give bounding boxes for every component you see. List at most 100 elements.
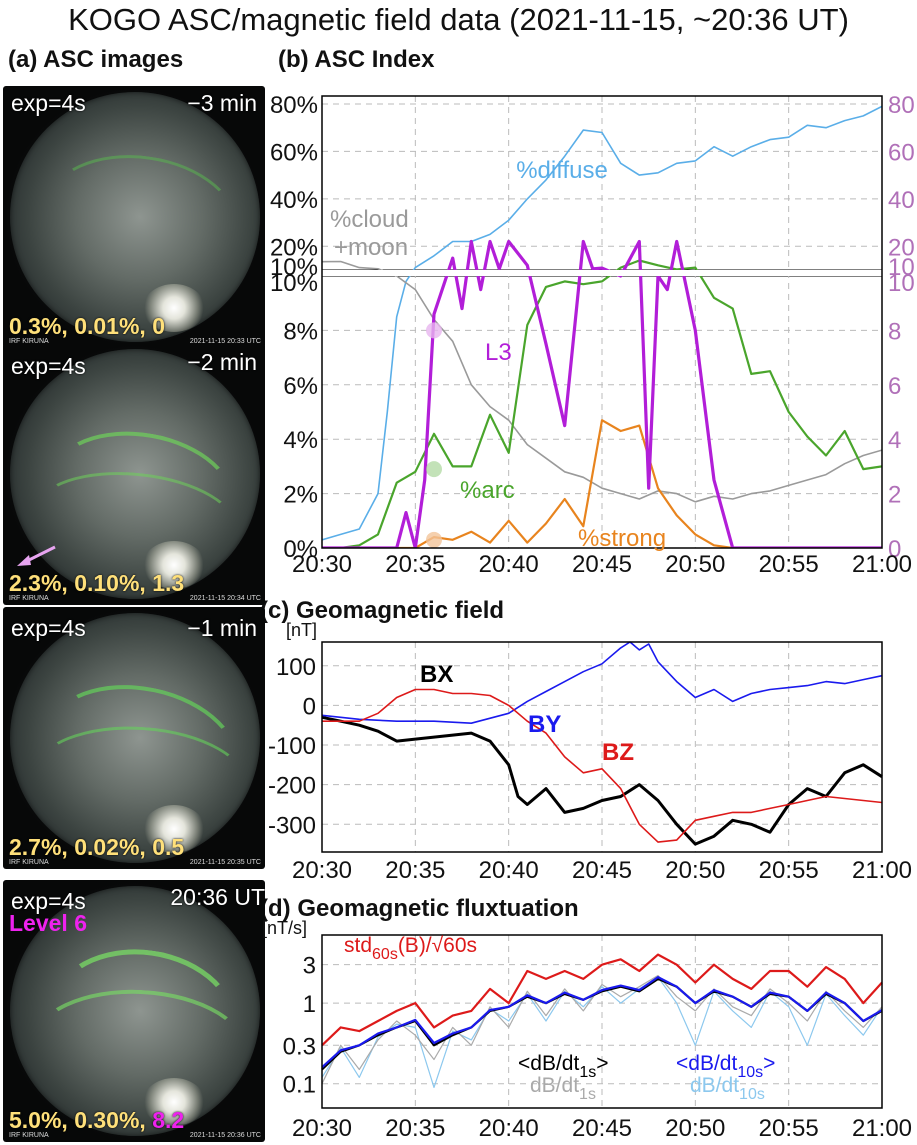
plot-frame — [321, 934, 883, 1109]
series-label-dbdt1s-avg-tail: > — [596, 1052, 608, 1075]
series-label-strong: %strong — [578, 525, 666, 552]
x-tick-label: 20:50 — [665, 1115, 725, 1142]
x-tick-label: 21:00 — [852, 1115, 912, 1142]
series-line-bx — [321, 715, 883, 846]
y-tick-label: 3 — [303, 953, 316, 980]
y-tick-label: -300 — [268, 812, 316, 839]
series-line-diffuse — [412, 105, 882, 270]
series-line-bz — [322, 688, 883, 843]
page-title: KOGO ASC/magnetic field data (2021-11-15… — [68, 2, 849, 37]
x-tick-label: 20:30 — [292, 551, 352, 578]
x-tick-label: 20:40 — [479, 857, 539, 884]
series-line-strong — [322, 419, 882, 548]
image-footer: IRF KIRUNA 2021-11-15 20:34 UTC — [9, 595, 261, 602]
footer-timestamp: 2021-11-15 20:35 UTC — [189, 859, 261, 866]
series-line-l3 — [322, 276, 882, 548]
series-label-cloud: %cloud — [330, 206, 409, 233]
series-label-dbdt10s-sub: 10s — [739, 1086, 765, 1103]
y-tick-label-left: 10% — [270, 254, 318, 281]
y-axis-unit-label: [nT/s] — [262, 920, 307, 938]
all-sky-disc — [10, 613, 260, 863]
y-tick-label-right: 8 — [888, 318, 901, 345]
series-label-dbdt1s-main: dB/dt — [530, 1074, 579, 1097]
y-tick-label-left: 8% — [283, 318, 318, 345]
y-tick-label: -200 — [268, 773, 316, 800]
series-label-std60s-sub: 60s — [372, 946, 398, 963]
asc-values: 0.3%, 0.01%, 0 — [9, 313, 165, 339]
axis-ticks: [nT] 100 0 -100 -200 -300 20:30 20:35 20:40 20:45… — [268, 622, 912, 884]
series-labels: %diffuse %cloud+moon L3 %arc %strong — [330, 157, 666, 552]
series-line-diffuse — [322, 276, 411, 541]
time-label: 20:36 UT — [170, 884, 265, 910]
image-footer: IRF KIRUNA 2021-11-15 20:33 UTC — [9, 338, 261, 345]
relative-time-label: −1 min — [187, 615, 257, 641]
y-tick-label-left: 20% — [270, 234, 318, 261]
series-label-dbdt10s-avg-tail: > — [763, 1052, 775, 1075]
series-label-dbdt10s-avg-main: <dB/dt — [676, 1052, 737, 1075]
image-footer: IRF KIRUNA 2021-11-15 20:36 UTC — [9, 1132, 261, 1139]
series-labels: BX BY BZ — [420, 661, 634, 766]
series-label-dbdt1s: dB/dt1s — [530, 1074, 596, 1103]
section-label-geomagnetic-fluctuation: (d) Geomagnetic fluxtuation — [260, 895, 579, 922]
y-tick-label-right: 60 — [888, 139, 915, 166]
exposure-label: exp=4s — [11, 353, 86, 379]
y-tick-label-right: 4 — [888, 427, 901, 454]
footer-timestamp: 2021-11-15 20:36 UTC — [189, 1132, 261, 1139]
series-group — [321, 641, 883, 846]
series-line-cloud-moon — [394, 276, 882, 503]
y-tick-label: 1 — [303, 991, 316, 1018]
series-label-std60s: std60s(B)/√60s — [344, 934, 477, 963]
highlight-marker — [426, 461, 442, 478]
asc-image-minus-1min: exp=4s −1 min 2.7%, 0.02%, 0.5 IRF KIRUN… — [3, 607, 265, 869]
y-tick-label: 100 — [276, 654, 316, 681]
x-tick-label: 20:55 — [759, 857, 819, 884]
asc-values-level: 8.2 — [152, 1107, 185, 1133]
y-tick-label-left: 80% — [270, 92, 318, 119]
all-sky-disc — [10, 92, 260, 342]
y-tick-label-right: 10 — [888, 254, 915, 281]
geomagnetic-fluctuation-chart: [nT/s] 3 1 0.3 0.1 20:30 20:35 20:40 20:45 20:50 2… — [262, 920, 912, 1142]
y-tick-label-left: 6% — [283, 373, 318, 400]
x-tick-label: 20:45 — [572, 551, 632, 578]
x-tick-label: 20:50 — [665, 551, 725, 578]
series-line-l3 — [447, 239, 685, 270]
arrow-icon — [17, 545, 56, 566]
footer-station: IRF KIRUNA — [9, 338, 49, 345]
x-tick-label: 20:45 — [572, 857, 632, 884]
y-tick-label: 0 — [303, 693, 316, 720]
exposure-label: exp=4s — [11, 615, 86, 641]
asc-values: 2.3%, 0.10%, 1.3 — [9, 570, 185, 596]
grid — [322, 935, 882, 1108]
geomagnetic-field-chart: [nT] 100 0 -100 -200 -300 20:30 20:35 20:40 20:45… — [268, 622, 912, 884]
series-label-dbdt10s: dB/dt10s — [690, 1074, 765, 1103]
series-line-std60s — [321, 953, 883, 1047]
section-label-asc-images: (a) ASC images — [8, 46, 184, 73]
x-tick-label: 20:40 — [479, 1115, 539, 1142]
grid — [322, 642, 882, 852]
footer-station: IRF KIRUNA — [9, 595, 49, 602]
y-tick-label-left: 4% — [283, 427, 318, 454]
series-label-bx: BX — [420, 661, 453, 688]
series-label-std60s-tail: (B)/√60s — [398, 934, 477, 957]
y-tick-label-left: 40% — [270, 187, 318, 214]
series-line-by — [321, 641, 883, 724]
series-label-arc: %arc — [460, 477, 515, 504]
y-tick-label-left: 60% — [270, 139, 318, 166]
y-tick-label-right: 40 — [888, 187, 915, 214]
moon-glow — [143, 805, 205, 853]
series-labels: std60s(B)/√60s <dB/dt1s>dB/dt1s <dB/dt10s >… — [344, 934, 775, 1103]
series-label-dbdt1s-avg: <dB/dt1s> — [518, 1052, 608, 1081]
series-line-dbdt10s-avg — [321, 975, 883, 1069]
series-line-dbdt1s — [321, 974, 883, 1084]
all-sky-disc — [10, 349, 260, 599]
series-line-dbdt10s — [321, 976, 883, 1088]
y-tick-label-right: 20 — [888, 234, 915, 261]
y-tick-label-left: 10% — [270, 270, 318, 297]
asc-values: 5.0%, 0.30%, 8.2 — [9, 1107, 184, 1134]
y-tick-label: 0.3 — [283, 1033, 316, 1060]
plot-frame — [321, 95, 883, 549]
relative-time-label: −3 min — [187, 90, 257, 116]
series-label-by: BY — [528, 711, 561, 738]
